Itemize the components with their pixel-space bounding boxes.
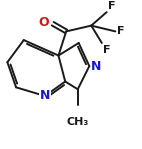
Text: F: F (103, 45, 110, 55)
Text: CH₃: CH₃ (67, 117, 89, 127)
Text: O: O (38, 16, 49, 29)
Text: F: F (117, 26, 125, 36)
Text: N: N (91, 60, 102, 73)
Text: F: F (108, 1, 115, 11)
Text: N: N (40, 90, 50, 103)
